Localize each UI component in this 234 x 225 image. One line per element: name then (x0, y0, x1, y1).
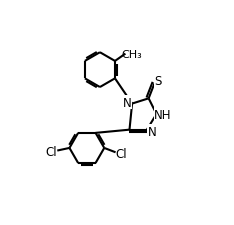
Text: N: N (147, 125, 156, 138)
Text: S: S (154, 75, 162, 88)
Text: NH: NH (154, 108, 172, 121)
Text: N: N (123, 96, 132, 109)
Text: Cl: Cl (115, 147, 127, 160)
Text: Cl: Cl (46, 145, 57, 158)
Text: CH₃: CH₃ (121, 50, 142, 59)
